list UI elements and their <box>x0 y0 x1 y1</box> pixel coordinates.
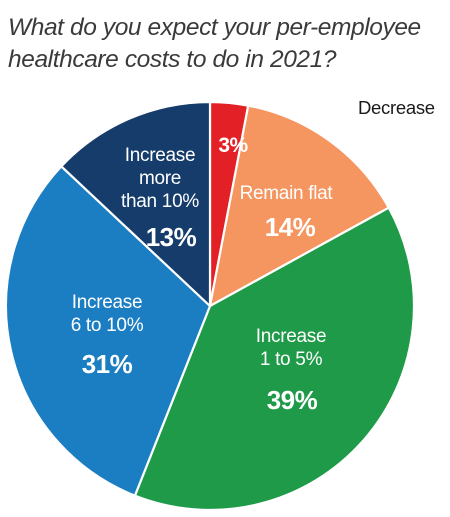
slice-label-2-line-1: 1 to 5% <box>260 349 323 370</box>
slice-label-4-line-0: Increase <box>125 145 195 166</box>
slice-label-4-line-2: than 10% <box>121 191 199 212</box>
chart-title-line-2: healthcare costs to do in 2021? <box>8 46 337 73</box>
slice-value-0: 3% <box>218 134 248 157</box>
chart-title-line-1: What do you expect your per-employee <box>8 14 421 41</box>
slice-label-0: Decrease <box>358 97 435 118</box>
slice-value-3: 31% <box>82 349 133 379</box>
callout-line-decrease <box>227 107 242 126</box>
pie-slice-3 <box>4 165 212 497</box>
slice-label-3: Increase 6 to 10% <box>71 292 144 336</box>
pie-slice-2 <box>133 206 416 512</box>
slice-label-4: Increase more than 10% <box>121 145 199 212</box>
slice-label-3-line-0: Increase <box>72 292 142 313</box>
slice-value-2: 39% <box>267 385 318 415</box>
slice-label-4-line-1: more <box>139 168 181 189</box>
slice-label-2: Increase 1 to 5% <box>256 326 326 370</box>
pie-slice-1 <box>208 104 390 308</box>
slice-label-1-line-0: Remain flat <box>240 183 334 204</box>
slice-value-1: 14% <box>265 212 316 242</box>
chart-title: What do you expect your per-employee hea… <box>8 12 448 76</box>
slice-value-4: 13% <box>146 222 197 252</box>
pie-slice-4 <box>60 100 212 308</box>
slice-label-3-line-1: 6 to 10% <box>71 315 144 336</box>
slice-label-2-line-0: Increase <box>256 326 326 347</box>
slice-label-1: Remain flat <box>240 183 334 204</box>
